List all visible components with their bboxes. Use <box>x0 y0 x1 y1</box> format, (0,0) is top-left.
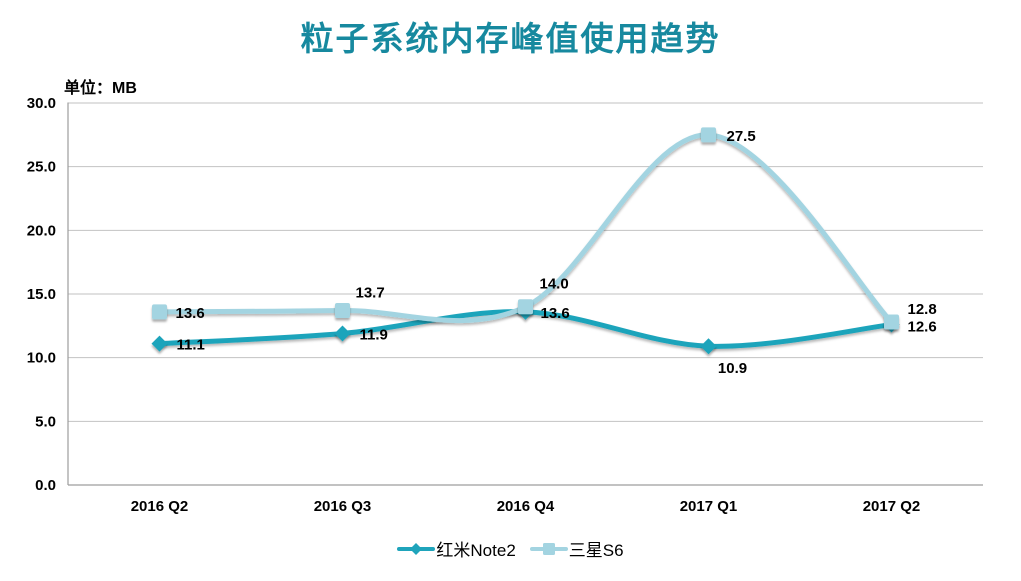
square-marker-icon <box>335 303 350 319</box>
y-tick-label: 0.0 <box>35 477 56 494</box>
legend-item: 红米Note2 <box>397 536 516 561</box>
y-tick-label: 25.0 <box>27 159 56 176</box>
data-label: 13.7 <box>356 285 385 302</box>
unit-label: 单位：MB <box>64 80 137 97</box>
data-label: 12.8 <box>908 301 937 318</box>
series-2-markers <box>152 127 899 330</box>
x-tick-label: 2017 Q2 <box>863 498 921 515</box>
x-tick-label: 2016 Q4 <box>497 498 555 515</box>
legend-item-label: 三星S6 <box>568 541 624 560</box>
diamond-legend-marker-icon <box>397 542 436 555</box>
data-label: 12.6 <box>908 319 937 336</box>
legend-marker-shape <box>410 542 423 555</box>
y-tick-label: 15.0 <box>27 286 56 303</box>
data-label: 14.0 <box>540 276 569 293</box>
legend: 红米Note2 三星S6 <box>0 536 1021 561</box>
series-line <box>157 132 894 325</box>
legend-item-label: 红米Note2 <box>436 541 516 560</box>
square-marker-icon <box>518 299 533 315</box>
x-tick-label: 2016 Q3 <box>314 498 372 515</box>
data-label: 13.6 <box>541 305 570 322</box>
y-tick-label: 10.0 <box>27 350 56 367</box>
diamond-marker-icon <box>700 338 717 355</box>
chart-title: 粒子系统内存峰值使用趋势 <box>300 20 721 57</box>
y-tick-label: 20.0 <box>27 222 56 239</box>
plot-area: 0.0 5.0 10.0 15.0 20.0 25.0 30.0 2016 Q2 2016 Q3… <box>27 95 983 515</box>
x-tick-label: 2017 Q1 <box>680 498 738 515</box>
legend-marker-shape <box>542 542 555 555</box>
square-marker-icon <box>701 127 716 143</box>
data-label: 11.9 <box>360 326 388 343</box>
data-label: 11.1 <box>177 337 205 354</box>
square-marker-icon <box>152 304 167 320</box>
square-marker-icon <box>884 314 899 330</box>
square-legend-marker-icon <box>529 542 568 555</box>
y-tick-label: 30.0 <box>27 95 56 112</box>
legend-item: 三星S6 <box>529 536 624 561</box>
series-2-line-group <box>157 132 894 325</box>
data-label: 10.9 <box>718 360 747 377</box>
diamond-marker-icon <box>151 335 168 352</box>
x-tick-label: 2016 Q2 <box>131 498 189 515</box>
diamond-marker-icon <box>334 325 351 342</box>
y-tick-label: 5.0 <box>35 413 56 430</box>
data-label: 27.5 <box>727 128 756 145</box>
data-label: 13.6 <box>176 305 205 322</box>
